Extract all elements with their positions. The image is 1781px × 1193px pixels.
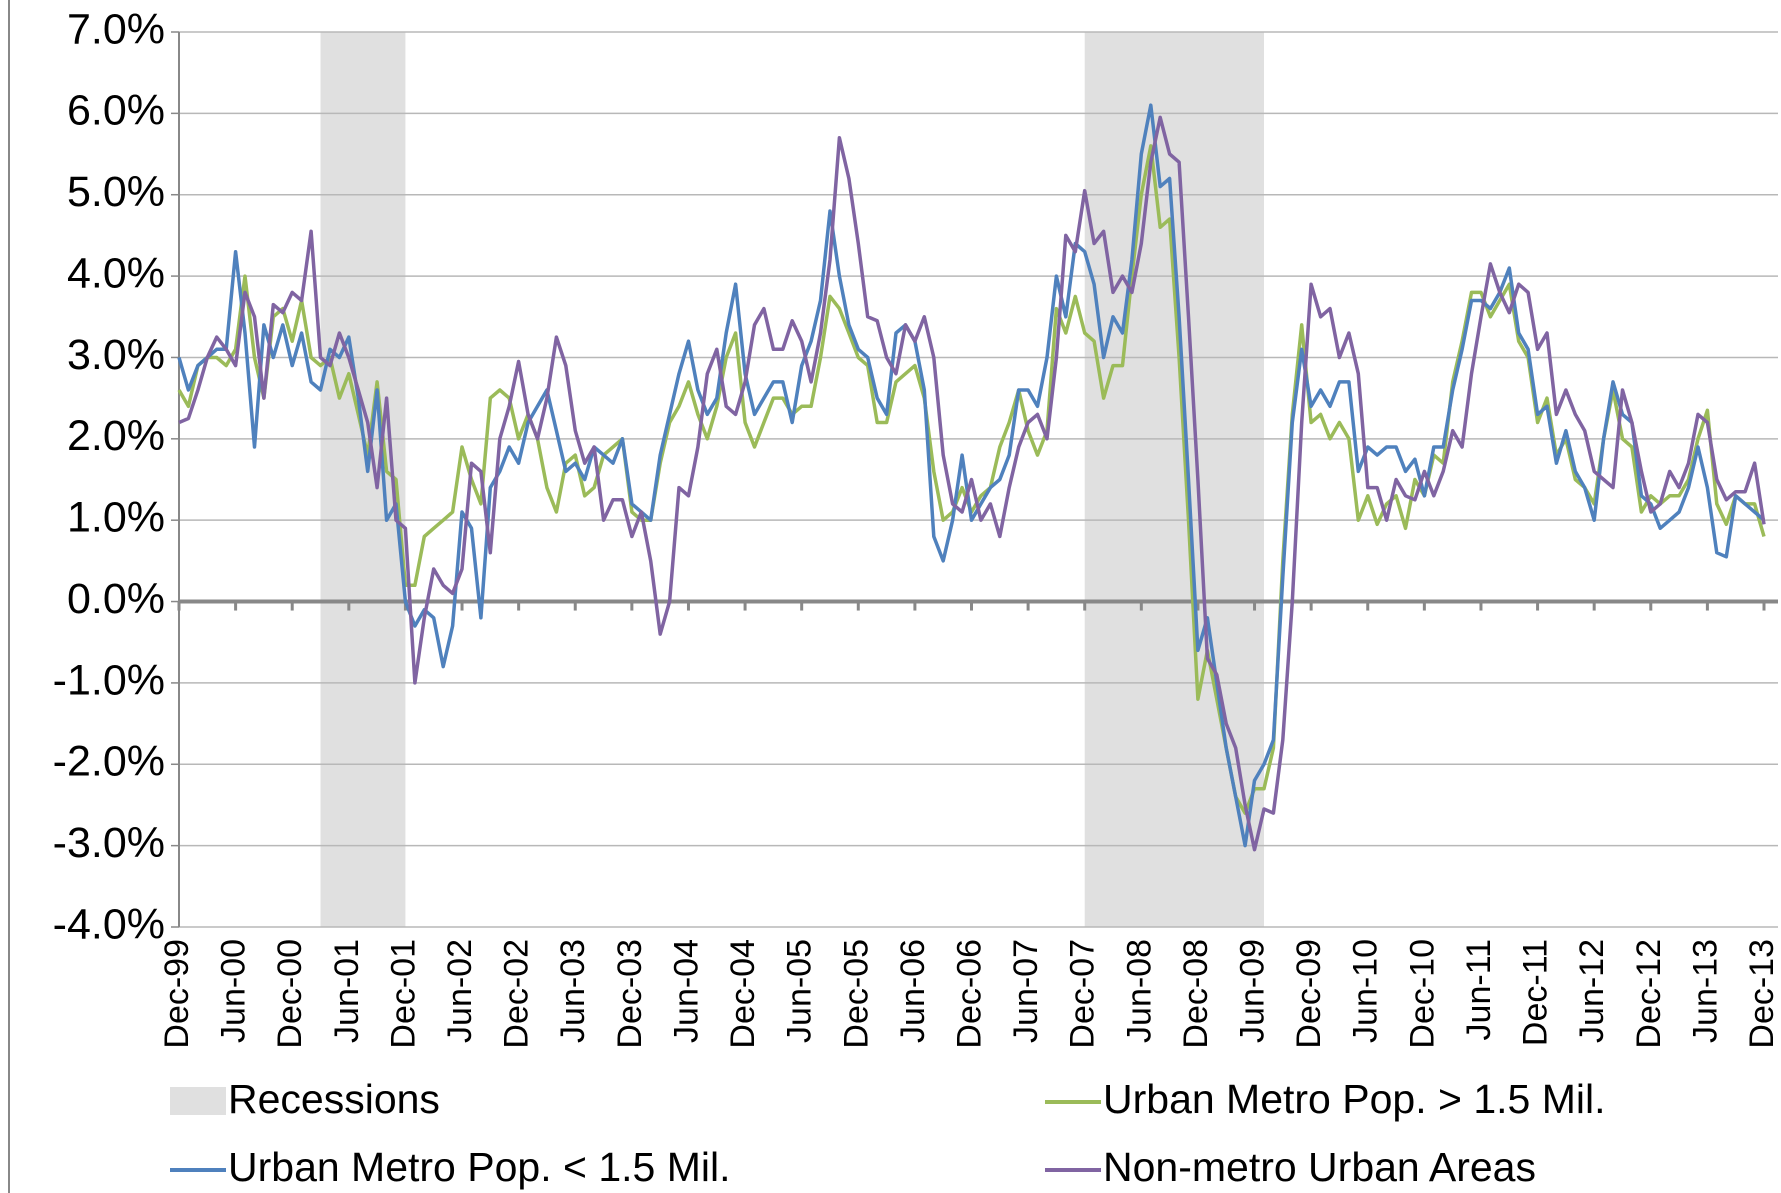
recession-band (1084, 32, 1264, 927)
legend-swatch (170, 1087, 226, 1115)
x-tick-label: Jun-07 (1007, 939, 1045, 1043)
series-line (177, 103, 1766, 848)
x-tick-label: Dec-10 (1403, 939, 1441, 1049)
y-tick-label: 1.0% (67, 494, 165, 542)
x-tick-label: Jun-08 (1120, 939, 1158, 1043)
x-tick-label: Jun-06 (894, 939, 932, 1043)
x-tick-label: Dec-99 (158, 939, 196, 1049)
x-tick-label: Jun-03 (554, 939, 592, 1043)
y-tick-label: 3.0% (67, 331, 165, 379)
x-tick-label: Jun-12 (1573, 939, 1611, 1043)
x-tick-label: Jun-02 (441, 939, 479, 1043)
x-tick-label: Jun-05 (781, 939, 819, 1043)
x-tick-label: Dec-08 (1177, 939, 1215, 1049)
x-tick-label: Dec-05 (837, 939, 875, 1049)
x-tick-label: Jun-13 (1686, 939, 1724, 1043)
x-tick-label: Jun-11 (1460, 939, 1498, 1040)
legend-label: Non-metro Urban Areas (1103, 1144, 1536, 1190)
y-tick-label: 7.0% (67, 5, 165, 53)
x-tick-label: Jun-01 (328, 939, 366, 1043)
x-tick-label: Dec-12 (1630, 939, 1668, 1049)
y-tick-label: 4.0% (67, 249, 165, 297)
y-tick-label: -2.0% (53, 738, 165, 786)
y-tick-label: -4.0% (53, 900, 165, 948)
x-tick-label: Jun-10 (1347, 939, 1385, 1043)
x-tick-label: Dec-02 (498, 939, 536, 1049)
x-tick-label: Dec-00 (271, 939, 309, 1049)
x-tick-label: Dec-06 (950, 939, 988, 1049)
y-tick-label: 5.0% (67, 168, 165, 216)
x-tick-label: Dec-04 (724, 939, 762, 1049)
series-line (178, 115, 1766, 852)
x-tick-label: Jun-09 (1234, 939, 1272, 1043)
y-tick-label: -3.0% (53, 819, 165, 867)
x-tick-label: Dec-09 (1290, 939, 1328, 1049)
x-tick-label: Jun-04 (667, 939, 705, 1043)
legend-label: Urban Metro Pop. < 1.5 Mil. (228, 1144, 730, 1190)
x-tick-label: Dec-03 (611, 939, 649, 1049)
x-tick-label: Jun-00 (215, 939, 253, 1043)
y-tick-label: 2.0% (67, 412, 165, 460)
x-tick-label: Dec-01 (384, 939, 422, 1049)
y-tick-label: -1.0% (53, 656, 165, 704)
x-tick-label: Dec-07 (1064, 939, 1102, 1049)
legend-label: Recessions (228, 1076, 440, 1122)
legend-label: Urban Metro Pop. > 1.5 Mil. (1103, 1076, 1605, 1122)
x-tick-label: Dec-11 (1517, 939, 1555, 1046)
y-tick-label: 0.0% (67, 575, 165, 623)
x-tick-label: Dec-13 (1743, 939, 1781, 1049)
y-tick-label: 6.0% (67, 87, 165, 135)
